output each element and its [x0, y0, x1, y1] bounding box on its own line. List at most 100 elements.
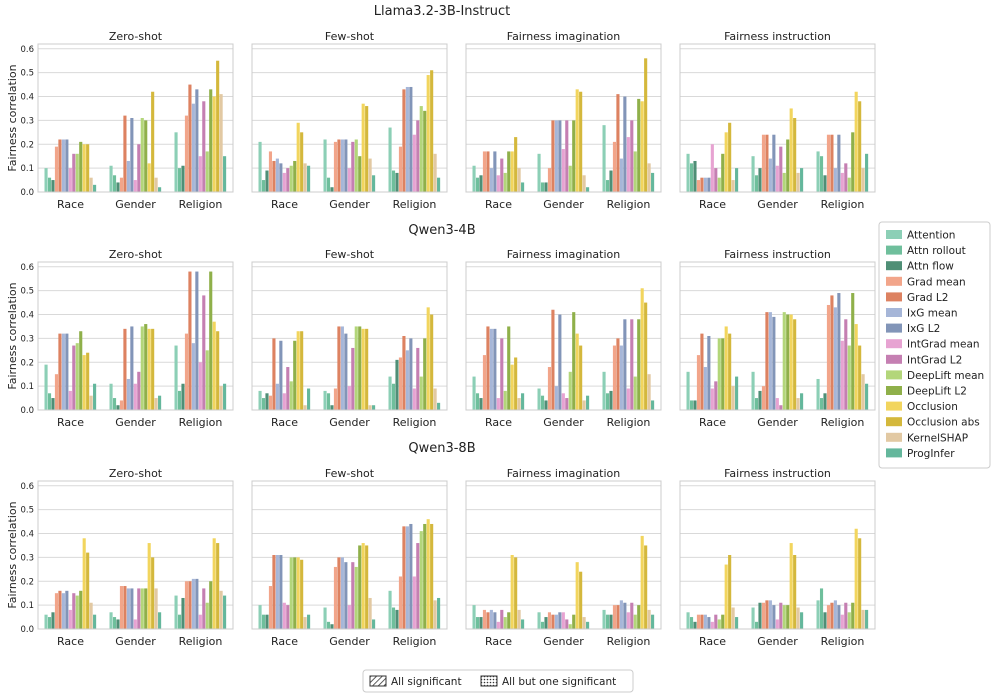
- bar: [426, 75, 430, 192]
- bar: [195, 89, 199, 192]
- bar: [854, 528, 858, 629]
- bar: [482, 151, 487, 192]
- y-tick-label: 0.5: [20, 69, 34, 79]
- bar: [707, 617, 711, 629]
- bar: [430, 70, 434, 192]
- bar: [151, 328, 155, 410]
- bar: [340, 557, 344, 629]
- bar: [703, 614, 707, 629]
- legend-label: ProgInfer: [907, 448, 955, 460]
- y-tick-label: 0.5: [20, 287, 34, 297]
- bar: [296, 557, 300, 629]
- legend-label: KernelSHAP: [907, 432, 968, 444]
- y-tick-label: 0.0: [20, 188, 34, 198]
- bar: [137, 588, 141, 629]
- bar: [686, 612, 690, 629]
- bar: [184, 581, 189, 629]
- bar: [109, 612, 113, 629]
- bar: [303, 163, 307, 192]
- y-tick-label: 0.6: [20, 482, 34, 492]
- bar: [572, 120, 576, 192]
- bar: [612, 605, 617, 629]
- bar: [368, 158, 372, 192]
- bar: [151, 557, 155, 629]
- x-tick-label: Gender: [329, 198, 370, 211]
- bar: [503, 617, 507, 629]
- bar: [565, 120, 569, 192]
- subplot-title: Few-shot: [325, 30, 375, 43]
- bar: [202, 295, 206, 410]
- bar: [475, 177, 480, 192]
- x-tick-label: Religion: [607, 198, 651, 211]
- bar: [728, 555, 732, 629]
- bar: [475, 393, 480, 410]
- bar: [86, 144, 90, 192]
- bar: [689, 400, 694, 410]
- bar: [140, 118, 144, 192]
- bar: [561, 612, 565, 629]
- legend-label: Attention: [907, 230, 955, 242]
- bar: [823, 175, 827, 192]
- bar: [786, 314, 790, 410]
- x-tick-label: Race: [271, 198, 298, 211]
- bar: [854, 324, 858, 410]
- bar: [337, 557, 341, 629]
- bar: [258, 605, 262, 629]
- bar: [209, 581, 213, 629]
- subplot: Fairness imagination Race Gender Religion: [465, 248, 662, 429]
- bar: [496, 621, 500, 629]
- bar: [579, 345, 583, 410]
- bar: [479, 175, 483, 192]
- x-tick-label: Race: [699, 416, 726, 429]
- bar: [112, 175, 117, 192]
- bar: [75, 153, 79, 192]
- bar: [475, 617, 480, 629]
- legend-label: IxG L2: [907, 323, 940, 335]
- bar: [58, 333, 62, 410]
- bar: [816, 151, 820, 192]
- bar: [258, 390, 262, 410]
- subplot-frame: [679, 43, 876, 193]
- y-tick-label: 0.6: [20, 45, 34, 55]
- bar: [126, 378, 130, 410]
- bar: [758, 168, 762, 192]
- bar: [177, 390, 182, 410]
- bar: [696, 355, 701, 410]
- bar: [623, 96, 627, 192]
- x-tick-label: Religion: [607, 416, 651, 429]
- bar: [816, 600, 820, 629]
- bar: [296, 122, 300, 192]
- bar: [710, 388, 714, 410]
- bar: [126, 588, 130, 629]
- bar: [223, 156, 227, 192]
- bar: [851, 132, 855, 192]
- x-tick-label: Gender: [329, 416, 370, 429]
- bar: [147, 543, 151, 629]
- legend-frame: [878, 221, 991, 469]
- bar: [840, 340, 844, 410]
- bar: [837, 293, 841, 410]
- chart-grid: Llama3.2-3B-Instruct Fairness correlation…: [6, 4, 876, 648]
- bar: [326, 393, 331, 410]
- bar: [347, 168, 351, 192]
- bar: [761, 386, 766, 410]
- bar: [293, 340, 297, 410]
- bar: [540, 395, 545, 410]
- bar: [833, 307, 837, 410]
- bar: [261, 180, 266, 192]
- bar: [198, 362, 202, 410]
- bar: [423, 523, 427, 629]
- bar: [717, 338, 721, 410]
- bar: [637, 319, 641, 410]
- bar: [551, 120, 555, 192]
- bar: [544, 617, 548, 629]
- bar: [700, 333, 704, 410]
- bar: [198, 614, 202, 629]
- bar: [368, 405, 372, 410]
- bar: [554, 386, 558, 410]
- bar: [554, 614, 558, 629]
- bar: [558, 120, 562, 192]
- bar: [554, 120, 558, 192]
- bar: [391, 170, 396, 192]
- y-tick-label: 0.4: [20, 530, 34, 540]
